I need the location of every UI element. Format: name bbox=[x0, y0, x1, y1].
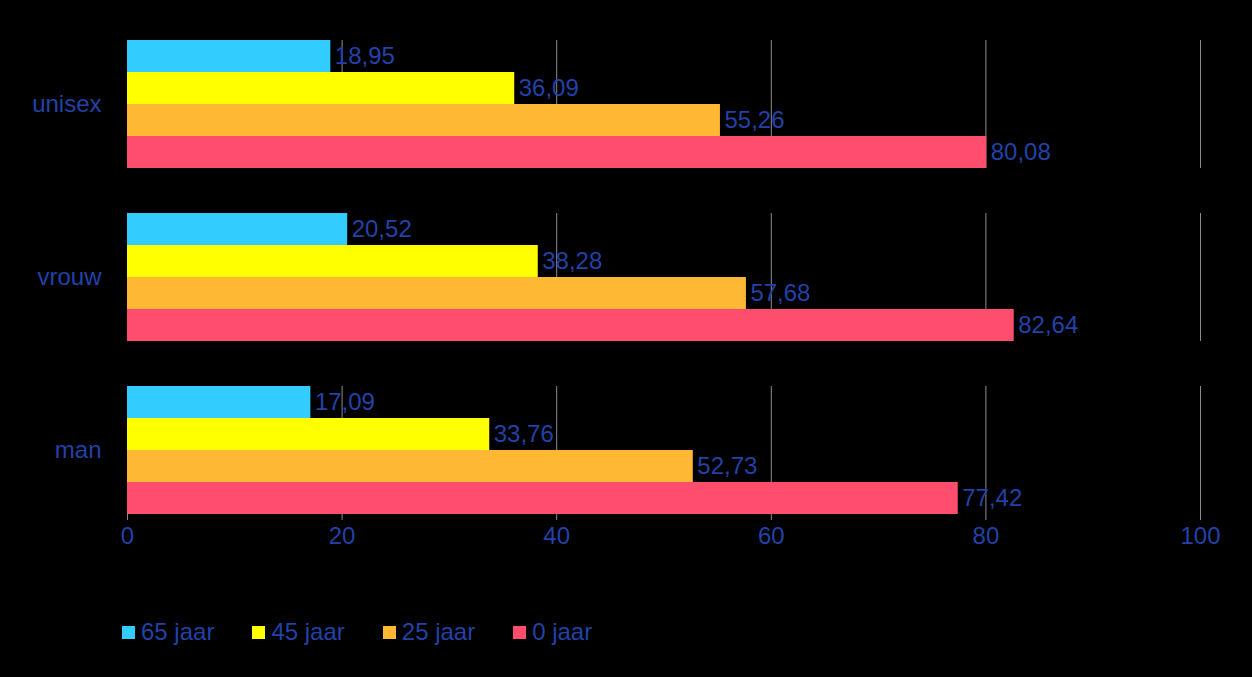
svg-text:52,73: 52,73 bbox=[697, 452, 757, 479]
svg-text:unisex: unisex bbox=[32, 90, 101, 117]
svg-text:38,28: 38,28 bbox=[542, 247, 602, 274]
svg-text:80,08: 80,08 bbox=[991, 138, 1051, 165]
svg-text:36,09: 36,09 bbox=[519, 74, 579, 101]
svg-text:0: 0 bbox=[121, 522, 134, 549]
svg-text:20,52: 20,52 bbox=[352, 215, 412, 242]
html-text:65 jaar: 65 jaar bbox=[141, 618, 215, 645]
svg-text:80: 80 bbox=[973, 522, 1000, 549]
svg-text:20: 20 bbox=[329, 522, 356, 549]
svg-text:82,64: 82,64 bbox=[1018, 311, 1078, 338]
svg-text:60: 60 bbox=[758, 522, 785, 549]
html-text:0 jaar: 0 jaar bbox=[532, 618, 593, 645]
svg-text:vrouw: vrouw bbox=[37, 263, 102, 290]
svg-text:40: 40 bbox=[543, 522, 570, 549]
html-text:25 jaar: 25 jaar bbox=[401, 618, 476, 645]
svg-text:17,09: 17,09 bbox=[315, 388, 375, 415]
svg-text:77,42: 77,42 bbox=[962, 484, 1022, 511]
svg-text:57,68: 57,68 bbox=[750, 279, 810, 306]
svg-text:33,76: 33,76 bbox=[494, 420, 554, 447]
svg-text:100: 100 bbox=[1180, 522, 1220, 549]
svg-text:55,26: 55,26 bbox=[724, 106, 784, 133]
svg-text:man: man bbox=[55, 436, 102, 463]
html-text:45 jaar: 45 jaar bbox=[271, 618, 345, 645]
svg-text:18,95: 18,95 bbox=[335, 42, 395, 69]
